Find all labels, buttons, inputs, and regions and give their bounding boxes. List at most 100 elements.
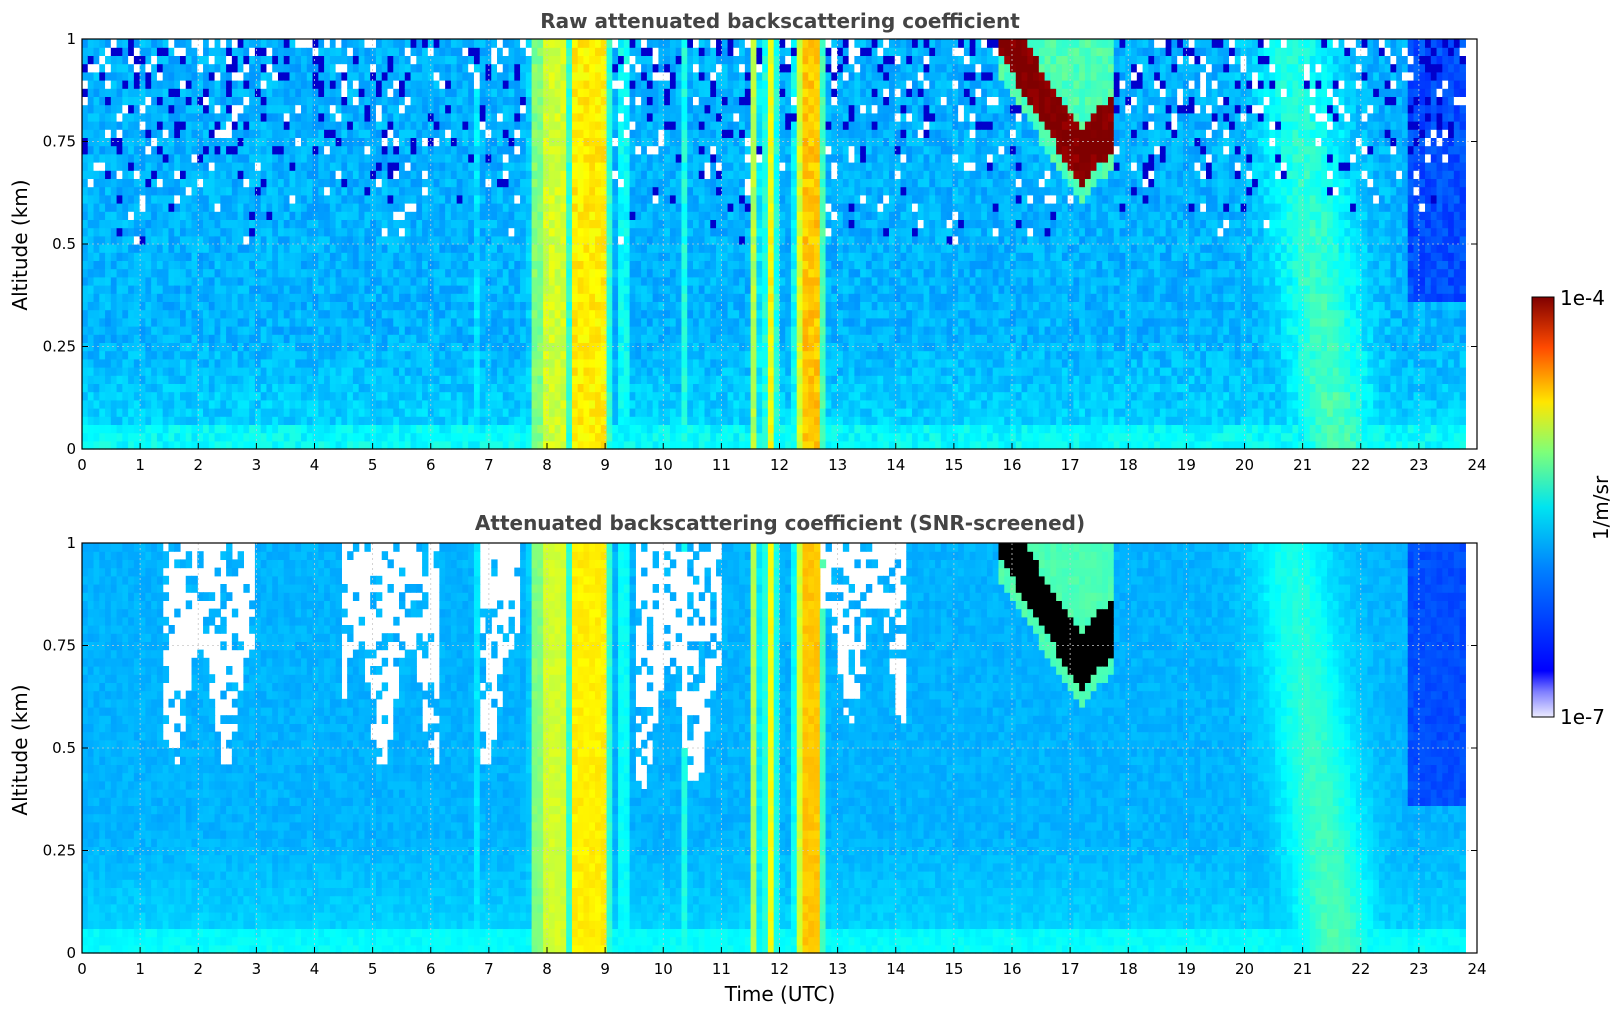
heatmap-cell xyxy=(480,55,486,64)
heatmap-cell xyxy=(203,129,209,138)
heatmap-cell xyxy=(583,318,589,327)
heatmap-cell xyxy=(117,277,123,286)
heatmap-cell xyxy=(364,236,370,245)
heatmap-cell xyxy=(128,301,134,310)
heatmap-cell xyxy=(601,285,607,294)
heatmap-cell xyxy=(537,39,543,48)
heatmap-cell xyxy=(537,244,543,253)
heatmap-cell xyxy=(537,252,543,261)
heatmap-cell xyxy=(226,375,232,384)
heatmap-cell xyxy=(88,162,94,171)
heatmap-cell xyxy=(405,162,411,171)
heatmap-cell xyxy=(82,416,88,425)
heatmap-cell xyxy=(509,39,515,48)
heatmap-cell xyxy=(318,392,324,401)
heatmap-cell xyxy=(186,146,192,155)
heatmap-cell xyxy=(290,228,296,237)
heatmap-cell xyxy=(624,105,630,114)
heatmap-cell xyxy=(566,359,572,368)
heatmap-cell xyxy=(186,105,192,114)
heatmap-cell xyxy=(439,105,445,114)
heatmap-cell xyxy=(526,351,532,360)
heatmap-cell xyxy=(549,424,555,433)
heatmap-cell xyxy=(370,252,376,261)
heatmap-cell xyxy=(560,441,566,450)
heatmap-cell xyxy=(220,72,226,81)
heatmap-cell xyxy=(145,211,151,220)
heatmap-cell xyxy=(272,252,278,261)
heatmap-cell xyxy=(370,400,376,409)
heatmap-cell xyxy=(215,195,221,204)
heatmap-cell xyxy=(88,301,94,310)
heatmap-cell xyxy=(278,39,284,48)
heatmap-cell xyxy=(203,236,209,245)
heatmap-cell xyxy=(140,293,146,302)
heatmap-cell xyxy=(526,416,532,425)
heatmap-cell xyxy=(526,285,532,294)
heatmap-cell xyxy=(122,129,128,138)
heatmap-cell xyxy=(209,400,215,409)
heatmap-cell xyxy=(537,367,543,376)
heatmap-cell xyxy=(290,113,296,122)
heatmap-cell xyxy=(88,154,94,163)
heatmap-cell xyxy=(180,154,186,163)
heatmap-cell xyxy=(451,326,457,335)
heatmap-cell xyxy=(186,39,192,48)
heatmap-cell xyxy=(595,219,601,228)
heatmap-cell xyxy=(595,326,601,335)
heatmap-cell xyxy=(462,301,468,310)
heatmap-cell xyxy=(457,39,463,48)
heatmap-cell xyxy=(503,351,509,360)
heatmap-cell xyxy=(151,105,157,114)
heatmap-cell xyxy=(439,269,445,278)
heatmap-cell xyxy=(174,64,180,73)
heatmap-cell xyxy=(290,96,296,105)
heatmap-cell xyxy=(635,392,641,401)
heatmap-cell xyxy=(151,269,157,278)
heatmap-cell xyxy=(439,121,445,130)
heatmap-cell xyxy=(359,236,365,245)
heatmap-cell xyxy=(364,88,370,97)
heatmap-cell xyxy=(318,178,324,187)
heatmap-cell xyxy=(537,72,543,81)
heatmap-cell xyxy=(128,47,134,56)
heatmap-cell xyxy=(145,441,151,450)
heatmap-cell xyxy=(238,441,244,450)
heatmap-cell xyxy=(341,408,347,417)
heatmap-cell xyxy=(192,351,198,360)
heatmap-cell xyxy=(255,72,261,81)
heatmap-cell xyxy=(491,146,497,155)
heatmap-cell xyxy=(94,293,100,302)
heatmap-cell xyxy=(607,162,613,171)
heatmap-cell xyxy=(163,326,169,335)
heatmap-cell xyxy=(376,178,382,187)
heatmap-cell xyxy=(94,359,100,368)
heatmap-cell xyxy=(105,113,111,122)
heatmap-cell xyxy=(192,252,198,261)
heatmap-cell xyxy=(411,55,417,64)
heatmap-cell xyxy=(491,367,497,376)
heatmap-cell xyxy=(330,367,336,376)
heatmap-cell xyxy=(128,383,134,392)
heatmap-cell xyxy=(641,236,647,245)
heatmap-cell xyxy=(278,195,284,204)
heatmap-cell xyxy=(186,383,192,392)
heatmap-cell xyxy=(503,285,509,294)
heatmap-cell xyxy=(560,129,566,138)
heatmap-cell xyxy=(203,367,209,376)
heatmap-cell xyxy=(509,80,515,89)
heatmap-cell xyxy=(215,244,221,253)
heatmap-cell xyxy=(215,260,221,269)
heatmap-cell xyxy=(647,129,653,138)
heatmap-cell xyxy=(537,228,543,237)
heatmap-cell xyxy=(439,39,445,48)
heatmap-cell xyxy=(526,39,532,48)
heatmap-cell xyxy=(405,260,411,269)
heatmap-cell xyxy=(163,408,169,417)
heatmap-cell xyxy=(503,260,509,269)
heatmap-cell xyxy=(163,310,169,319)
heatmap-cell xyxy=(537,408,543,417)
heatmap-cell xyxy=(359,187,365,196)
heatmap-cell xyxy=(607,88,613,97)
heatmap-cell xyxy=(451,64,457,73)
